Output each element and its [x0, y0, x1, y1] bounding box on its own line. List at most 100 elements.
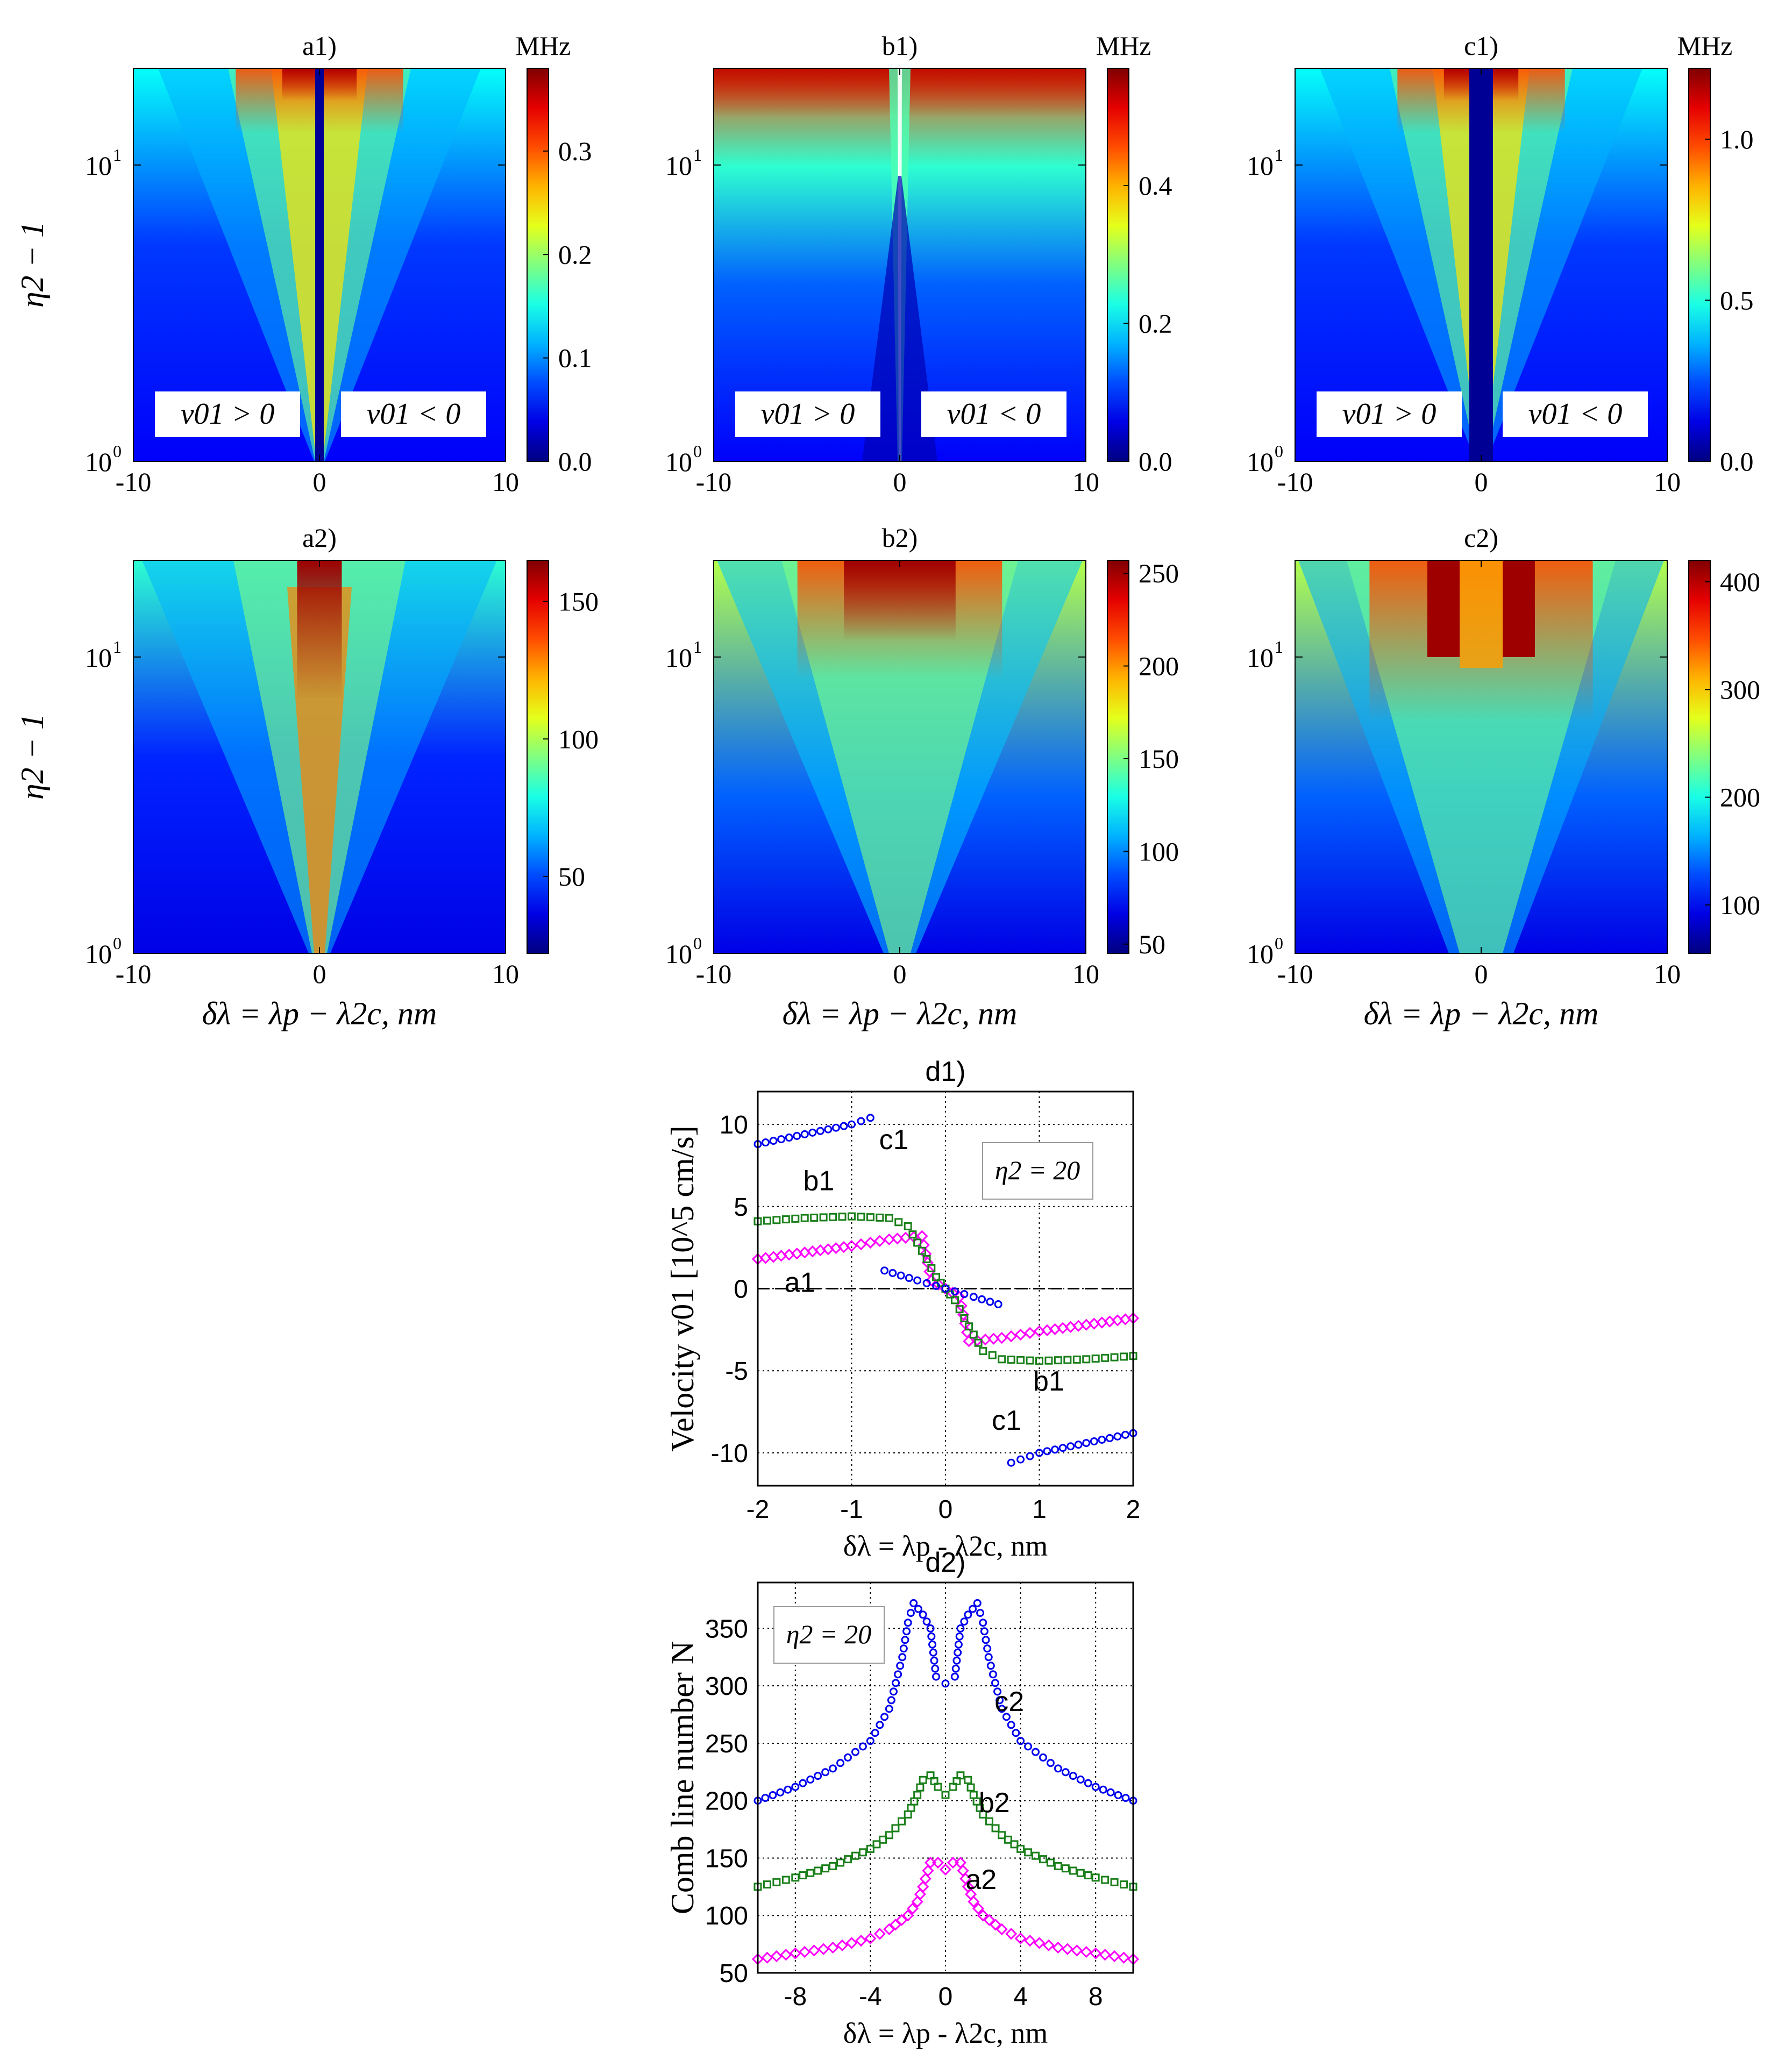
x-tick-label: 1 [1032, 1495, 1047, 1524]
data-point [931, 1856, 944, 1869]
y-tick-label: 10 [85, 939, 112, 969]
y-tick-exponent: 0 [693, 933, 702, 953]
data-point [913, 1276, 922, 1285]
data-point [891, 1824, 900, 1833]
heatmap-gap [1460, 560, 1503, 668]
data-point [763, 1880, 771, 1889]
region-label-box [155, 391, 300, 437]
series-a2 [751, 1856, 1140, 1965]
heatmap-body [133, 68, 506, 461]
data-point [927, 1264, 936, 1272]
data-point [864, 1932, 877, 1945]
data-point [770, 1950, 783, 1963]
data-point [896, 1662, 905, 1670]
y-tick-label: 10 [85, 151, 112, 181]
data-point [1091, 1783, 1100, 1791]
data-point [989, 1670, 997, 1679]
data-point [806, 1869, 815, 1877]
annotation-text: η2 = 20 [786, 1619, 872, 1649]
data-point [969, 1293, 978, 1301]
chart-title: d2) [925, 1547, 965, 1578]
data-point [954, 1640, 963, 1649]
data-point [1074, 1441, 1083, 1449]
data-point [1033, 1937, 1046, 1949]
data-point [922, 1255, 931, 1264]
data-point [1082, 1439, 1091, 1448]
data-point [1120, 1352, 1128, 1361]
data-point [857, 1117, 865, 1125]
data-point [995, 1696, 1004, 1705]
data-point [866, 1213, 874, 1222]
data-point [1061, 1943, 1073, 1955]
series-label: a2 [965, 1864, 997, 1895]
data-point [817, 1943, 830, 1955]
data-point [974, 1338, 983, 1347]
data-point [845, 1937, 858, 1949]
data-point [913, 1238, 922, 1247]
y-tick-exponent: 1 [693, 145, 702, 165]
data-point [1005, 1928, 1018, 1940]
data-point [855, 1935, 867, 1947]
data-point [932, 1672, 941, 1681]
data-point [899, 1644, 908, 1653]
colorbar-tick-label: 100 [558, 724, 599, 754]
data-point [781, 1876, 790, 1884]
heatmap-x-label: δλ = λp − λ2c, nm [1364, 996, 1599, 1031]
data-point [905, 1274, 913, 1282]
x-tick-label: 4 [1013, 1983, 1028, 2011]
data-point [914, 1888, 927, 1900]
colorbar-tick-label: 50 [1139, 929, 1165, 959]
heatmap-lobe [1503, 560, 1535, 657]
data-point [821, 1768, 830, 1777]
data-point [772, 1216, 781, 1224]
data-point [901, 1636, 909, 1644]
data-point [998, 1831, 1006, 1840]
data-point [1035, 1357, 1043, 1365]
plot-frame [757, 1090, 1134, 1487]
y-tick-label: -10 [711, 1439, 748, 1468]
data-point [932, 1273, 941, 1281]
data-point [1010, 1840, 1019, 1849]
x-tick-label: -10 [696, 959, 732, 989]
x-axis-label: δλ = λp - λ2c, nm [843, 2017, 1048, 2049]
data-point [876, 1213, 884, 1222]
data-point [829, 1862, 837, 1870]
data-point [1026, 1356, 1034, 1365]
colorbar-tick-label: 50 [558, 861, 585, 892]
chart-title: d1) [925, 1056, 965, 1087]
heatmap-dark-cone [862, 176, 937, 461]
data-point [979, 1619, 987, 1627]
region-label: v01 > 0 [1342, 397, 1437, 431]
heatmap-x-label: δλ = λp − λ2c, nm [783, 996, 1018, 1031]
y-tick-label: 10 [720, 1111, 748, 1139]
data-point [991, 1679, 999, 1687]
data-point [1110, 1878, 1119, 1886]
annotation-box [982, 1142, 1093, 1200]
data-point [864, 1236, 877, 1249]
heatmap-title: c2) [1464, 523, 1498, 553]
region-label: v01 < 0 [1528, 397, 1623, 431]
data-point [873, 1235, 886, 1248]
data-point [1051, 1445, 1059, 1454]
data-point [781, 1215, 790, 1224]
data-point [904, 1619, 912, 1627]
data-point [993, 1687, 1002, 1696]
data-point [928, 1640, 937, 1649]
data-point [968, 1895, 980, 1908]
data-point [941, 1679, 950, 1688]
data-point [951, 1664, 960, 1673]
y-tick-label: 350 [705, 1615, 748, 1643]
data-point [761, 1794, 770, 1802]
colorbar-tick-label: 1.0 [1720, 124, 1754, 154]
y-tick-label: 10 [1247, 151, 1274, 181]
data-point [1090, 1437, 1098, 1446]
data-point [840, 1122, 848, 1130]
region-label: v01 > 0 [761, 397, 855, 431]
data-point [1066, 1442, 1075, 1451]
data-point [816, 1127, 824, 1135]
data-point [851, 1851, 859, 1860]
colorbar [1107, 68, 1129, 462]
data-point [1014, 1932, 1027, 1945]
data-point [838, 1213, 847, 1221]
